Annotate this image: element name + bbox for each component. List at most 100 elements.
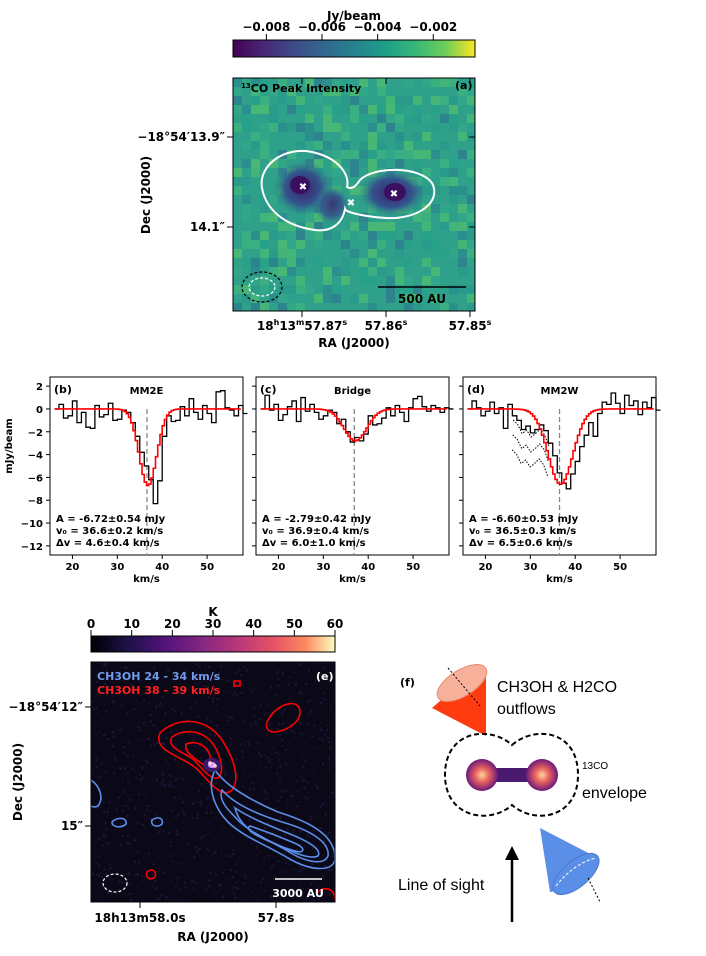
ylabel-a: Dec (J2000) [139, 156, 153, 234]
spectrum-ytick: −12 [21, 542, 43, 553]
colorbar-a-label: Jy/beam [326, 9, 381, 23]
spectrum-xlabel: km/s [339, 574, 366, 585]
spectrum-xtick: 50 [200, 562, 214, 573]
spectrum-label: (d) [467, 383, 485, 396]
spectrum-label: (b) [54, 383, 72, 396]
spectrum-ytick: 2 [36, 382, 43, 393]
spectrum-dotted [512, 434, 550, 463]
spectrum-title: MM2E [130, 386, 164, 397]
colorbar-e-label: K [208, 605, 218, 619]
colorbar-a-ticks: −0.008 −0.006 −0.004 −0.002 [242, 20, 457, 40]
red-outflow-axis [447, 667, 481, 707]
colorbar-e-tick: 30 [205, 617, 222, 631]
blue-outflow-inner [555, 857, 597, 887]
xtick-a-1: 18h13m57.87s [257, 318, 347, 333]
spectrum-annotation: Δv = 4.6±0.4 km/s [56, 538, 160, 549]
spectrum-ytick: 0 [36, 405, 43, 416]
spectrum-annotation: v₀ = 36.5±0.3 km/s [469, 526, 576, 537]
spectrum-annotation: A = -6.72±0.54 mJy [56, 514, 166, 525]
map-e-ticks [85, 706, 277, 908]
ytick-a-2: 14.1″ [190, 220, 226, 234]
colorbar-e [90, 635, 336, 653]
colorbar-e-tick: 20 [164, 617, 181, 631]
beam-inner [248, 277, 276, 297]
spectrum-annotation: v₀ = 36.9±0.4 km/s [262, 526, 369, 537]
marker-bridge: ✖ [347, 198, 355, 209]
spectrum-panel-d: 20 30 40 50 km/s MM2W (d) A = -6.60±0.53 mJyv₀ … [459, 376, 661, 585]
xlabel-e: RA (J2000) [177, 930, 249, 944]
beam-outer [241, 271, 283, 303]
spectrum-title: Bridge [334, 386, 371, 397]
colorbar-a-tick: −0.006 [298, 20, 346, 34]
panel-a: Jy/beam −0.008 −0.006 −0.004 −0.002 ✖ ✖ ✖ 5… [137, 9, 491, 350]
spectrum-annotation: Δv = 6.0±1.0 km/s [262, 538, 366, 549]
spectrum-fit [54, 408, 241, 487]
colorbar-a [232, 39, 476, 58]
map-a-emission [273, 160, 426, 225]
panel-f-label: (f) [400, 676, 415, 689]
spectrum-ytick: −2 [28, 428, 43, 439]
spectrum-xtick: 40 [568, 562, 582, 573]
spectrum-ytick: −10 [21, 519, 43, 530]
panel-a-label: (a) [455, 79, 472, 92]
spectrum-dotted [512, 419, 550, 448]
blob-east [466, 759, 498, 791]
spectrum-ytick: −4 [28, 451, 43, 462]
spectrum-xlabel: km/s [133, 574, 160, 585]
spectrum-xtick: 20 [478, 562, 492, 573]
map-e-frame [90, 661, 336, 903]
spectrum-xtick: 20 [271, 562, 285, 573]
ylabel-e: Dec (J2000) [11, 743, 25, 821]
spectrum-xtick: 40 [361, 562, 375, 573]
xtick-e-2: 57.8s [258, 911, 295, 925]
blob-west [526, 759, 558, 791]
scalebar-a-label: 500 AU [398, 292, 446, 306]
spectrum-xtick: 30 [110, 562, 124, 573]
line-of-sight-arrowhead [505, 846, 519, 860]
map-a-ticks [227, 78, 475, 317]
colorbar-e-tick: 40 [245, 617, 262, 631]
colorbar-a-tick: −0.002 [409, 20, 457, 34]
red-outflow-cap [436, 664, 488, 702]
line-of-sight-label: Line of sight [398, 877, 485, 894]
spectrum-annotation: v₀ = 36.6±0.2 km/s [56, 526, 163, 537]
panel-f: (f) CH3OH & H2CO outflows 13CO envelope … [398, 664, 647, 922]
xtick-a-2: 57.86s [365, 318, 408, 333]
spectrum-annotation: A = -6.60±0.53 mJy [469, 514, 579, 525]
spectrum-xtick: 50 [406, 562, 420, 573]
outflows-line2: outflows [497, 701, 556, 718]
spectrum-title: MM2W [541, 386, 579, 397]
ytick-e-2: 15″ [61, 819, 84, 833]
colorbar-e-tick: 0 [87, 617, 95, 631]
ytick-a-1: −18°54′13.9″ [137, 130, 225, 144]
spectrum-dotted [511, 449, 549, 478]
spectrum-annotation: A = -2.79±0.42 mJy [262, 514, 372, 525]
spectrum-ytick: −8 [28, 496, 43, 507]
envelope-outline [443, 732, 580, 817]
xtick-a-3: 57.85s [449, 318, 492, 333]
xlabel-a: RA (J2000) [318, 336, 390, 350]
source-markers: ✖ ✖ ✖ [299, 182, 398, 209]
spectrum-xtick: 20 [65, 562, 79, 573]
beam-e [102, 873, 128, 893]
ytick-e-1: −18°54′12″ [8, 700, 83, 714]
spectrum-xtick: 30 [523, 562, 537, 573]
blue-outflow-cap [552, 852, 600, 896]
panel-e-label: (e) [316, 670, 334, 683]
xtick-e-1: 18h13m58.0s [94, 911, 185, 925]
colorbar-e-ticks: 0 10 20 30 40 50 60 [87, 617, 343, 636]
spectrum-xlabel: km/s [546, 574, 573, 585]
spectrum-xtick: 50 [613, 562, 627, 573]
colorbar-a-tick: −0.008 [242, 20, 290, 34]
scalebar-e-label: 3000 AU [272, 887, 324, 900]
colorbar-a-tick: −0.004 [354, 20, 402, 34]
marker-mm2w: ✖ [390, 189, 398, 200]
map-a-frame [232, 77, 476, 312]
panel-a-title: 13CO Peak Intensity [241, 82, 361, 95]
spectrum-fit [467, 408, 654, 486]
spectrum-annotation: Δv = 6.5±0.6 km/s [469, 538, 573, 549]
contour-13co [260, 149, 436, 232]
